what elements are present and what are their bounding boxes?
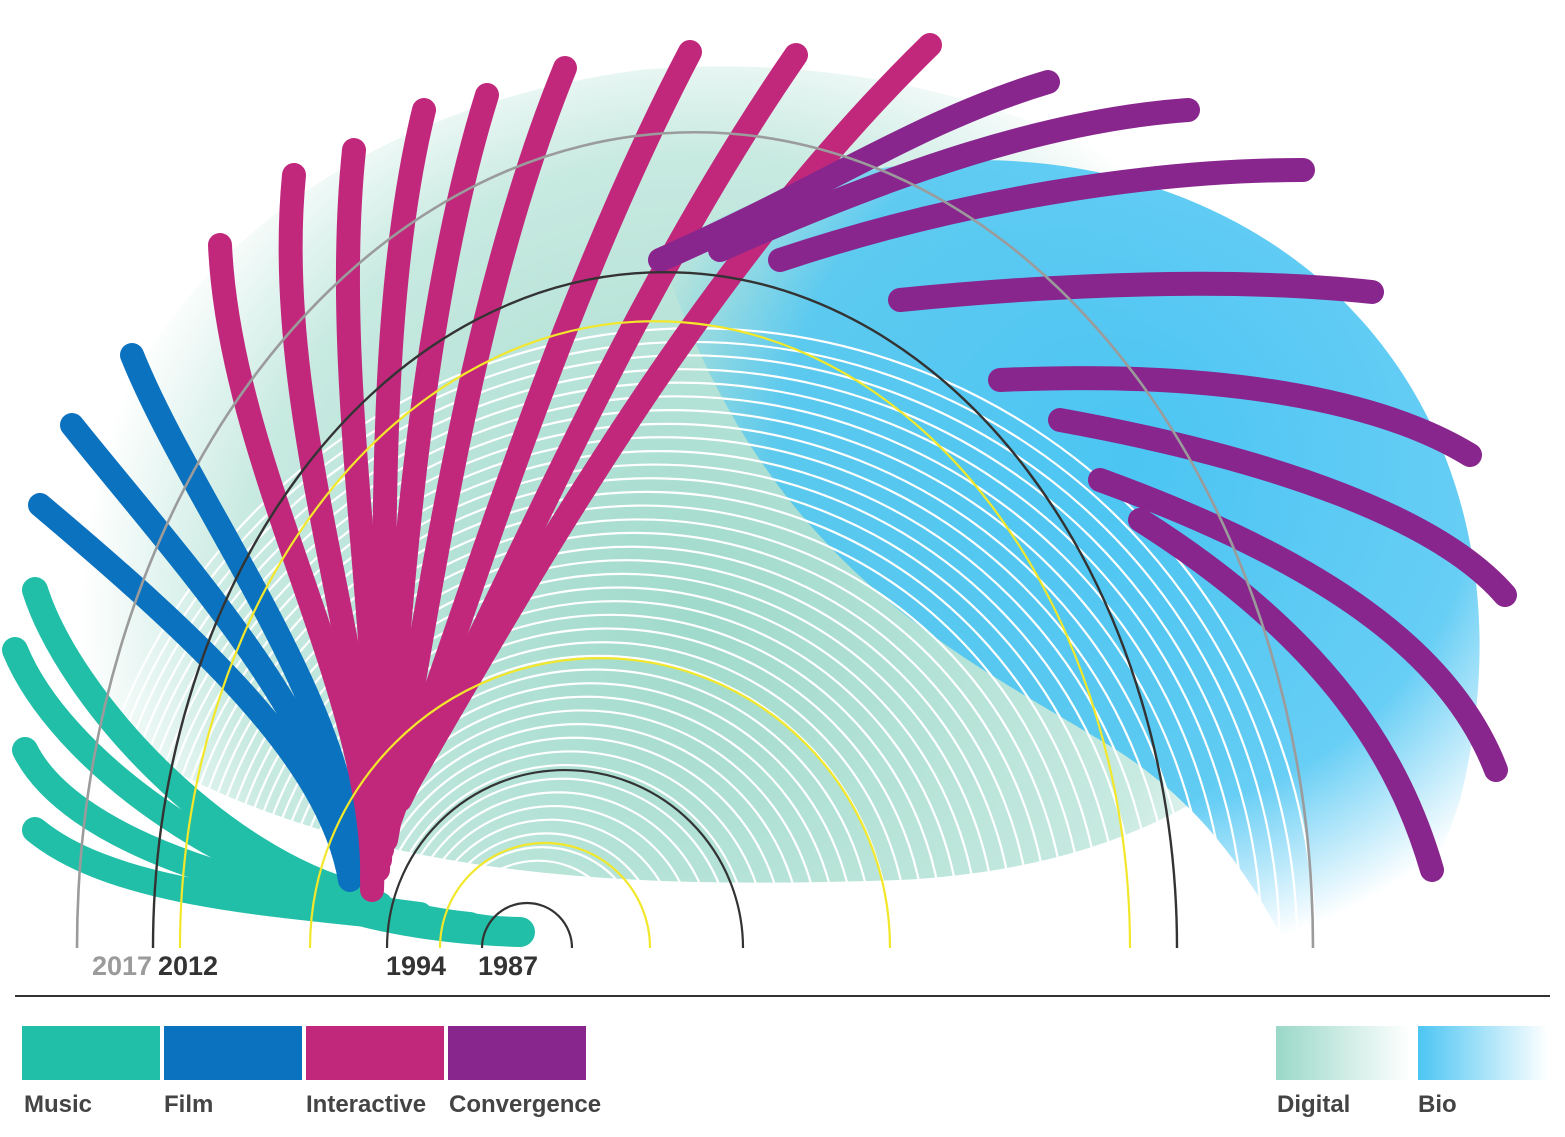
film-strand [120, 343, 364, 872]
year-ring [112, 381, 1246, 949]
milestone-ring-2017 [75, 130, 1315, 949]
legend-label-interactive: Interactive [306, 1091, 426, 1118]
legend-label-film: Film [164, 1091, 213, 1118]
year-label-1987: 1987 [478, 951, 538, 981]
milestone-ring-2012 [151, 271, 1179, 949]
year-ring [439, 846, 645, 949]
convergence-strand [768, 158, 1315, 272]
year-ring [141, 422, 1193, 949]
year-ring [411, 805, 698, 949]
legend-swatch-digital [1276, 1026, 1410, 1080]
year-ring [372, 750, 768, 949]
music-strand [22, 577, 373, 908]
year-ring [401, 791, 715, 949]
legend-swatch-interactive [306, 1026, 444, 1080]
convergence-strand [988, 366, 1482, 467]
legend-swatch-bio [1418, 1026, 1548, 1080]
convergence-strand [1048, 408, 1517, 607]
legend-label-convergence: Convergence [449, 1091, 601, 1118]
year-ring [391, 777, 733, 949]
year-ring [102, 367, 1264, 949]
year-ring [382, 764, 751, 949]
convergence-strand [648, 70, 1060, 272]
convergence-strand [888, 271, 1384, 312]
legend-label-digital: Digital [1277, 1091, 1350, 1118]
year-rings [73, 326, 1317, 949]
milestone-rings [75, 130, 1315, 949]
milestone-ring [178, 319, 1132, 949]
legend-swatch-convergence [448, 1026, 586, 1080]
domain-legend: Digital Bio [1276, 1026, 1548, 1118]
year-ring [449, 859, 627, 949]
convergence-strand [1088, 468, 1508, 782]
legend-label-music: Music [24, 1091, 92, 1118]
year-ring [122, 395, 1228, 949]
milestone-ring [308, 656, 892, 949]
category-strands [2, 33, 1517, 947]
legend-swatch-film [164, 1026, 302, 1080]
category-legend: Music Film Interactive Convergence [22, 1026, 601, 1118]
legend-label-bio: Bio [1418, 1091, 1457, 1118]
interactive-strand [398, 33, 942, 792]
convergence-strand [708, 98, 1200, 262]
interactive-strand [370, 83, 499, 862]
year-ring [150, 436, 1175, 949]
convergence-strand [1128, 508, 1444, 882]
music-strand [315, 885, 535, 947]
year-ring [199, 505, 1087, 949]
year-ring [228, 546, 1034, 949]
year-ring [179, 477, 1122, 949]
year-label-2012: 2012 [158, 951, 218, 981]
milestone-ring-1994 [385, 768, 745, 949]
year-ring [430, 832, 662, 949]
milestone-ring-1987 [480, 901, 574, 949]
interactive-strand [378, 40, 702, 832]
year-ring [170, 464, 1140, 949]
year-label-1994: 1994 [386, 951, 446, 981]
year-ring [420, 818, 680, 949]
year-label-2017: 2017 [92, 951, 152, 981]
year-ring [208, 518, 1069, 949]
milestone-ring [438, 841, 652, 949]
legend-swatch-music [22, 1026, 160, 1080]
year-ring [218, 531, 1051, 949]
